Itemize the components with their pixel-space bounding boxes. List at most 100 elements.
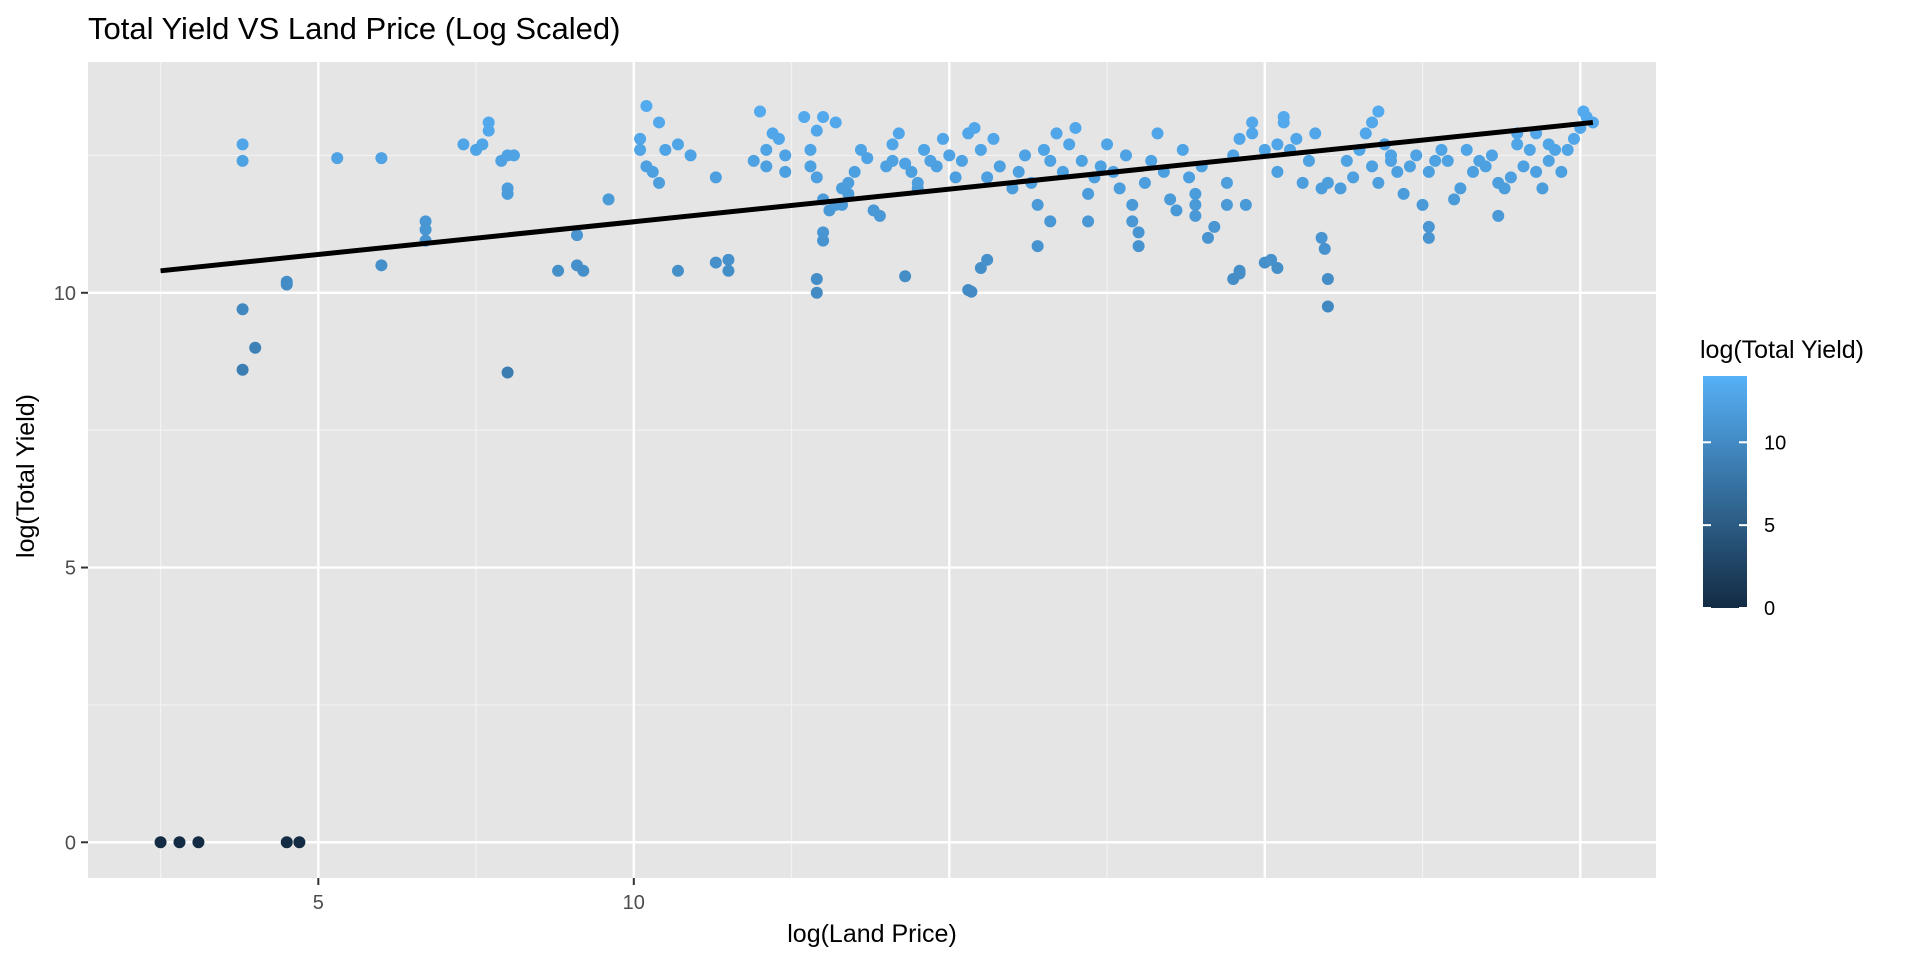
data-point [280,836,293,849]
data-point [1044,215,1057,228]
data-point [501,366,514,379]
data-point [1119,149,1132,162]
data-point [375,259,388,272]
minor-gridlines [88,62,1656,878]
data-point [1145,154,1158,167]
data-point [886,154,899,167]
data-point [772,132,785,145]
data-point [684,149,697,162]
data-point [804,160,817,173]
data-point [1176,143,1189,156]
data-point [936,132,949,145]
data-point [457,138,470,151]
legend-tick-label: 0 [1764,598,1775,620]
y-tick-label: 5 [65,558,76,580]
data-point [1258,143,1271,156]
data-point [747,154,760,167]
data-point [293,836,306,849]
data-point [1454,182,1467,195]
data-point [722,253,735,266]
x-tick-label: 10 [623,892,645,914]
data-point [861,152,874,165]
data-point [1189,198,1202,211]
data-point [1031,240,1044,253]
data-point [1359,127,1372,140]
y-tick-label: 0 [65,832,76,854]
y-axis: 0 5 10 [54,283,88,854]
data-point [1460,143,1473,156]
data-point [1113,182,1126,195]
data-point [974,143,987,156]
data-point [280,278,293,291]
data-point [829,116,842,129]
legend-ticks: 0 5 10 [1703,432,1786,620]
data-point [1290,132,1303,145]
data-point [993,160,1006,173]
data-point [571,229,584,242]
data-point [577,264,590,277]
data-point [1391,165,1404,178]
data-point [1101,138,1114,151]
data-point [1132,226,1145,239]
data-point [1202,231,1214,244]
data-point [1366,116,1379,129]
data-point [1069,121,1082,134]
data-point [1050,127,1063,140]
data-point [981,253,994,266]
data-point [1530,165,1543,178]
data-point [1536,182,1549,195]
data-point [911,176,924,189]
data-point [754,105,766,118]
data-point [1347,171,1360,184]
data-point [1082,215,1095,228]
data-point [1485,149,1498,162]
data-point [1511,138,1524,151]
data-point [1479,160,1492,173]
data-point [1422,165,1435,178]
data-point [974,262,987,275]
data-point [905,165,918,178]
data-point [1321,176,1334,189]
data-point [1277,110,1290,123]
data-point [1246,116,1259,129]
data-point [1094,160,1107,173]
data-point [810,124,823,137]
data-point [375,152,388,165]
data-point [331,152,344,165]
data-point [1220,198,1233,211]
data-point [1315,231,1328,244]
data-point [1321,300,1334,313]
data-point [817,234,830,247]
data-point [1340,154,1353,167]
data-point [1549,143,1562,156]
data-point [634,132,647,145]
y-axis-title: log(Total Yield) [12,394,40,558]
data-point [602,193,615,206]
data-point [1075,154,1088,167]
data-point [1435,143,1448,156]
data-point [1504,171,1517,184]
data-point [1031,198,1044,211]
data-point [1309,127,1322,140]
data-point [646,165,659,178]
data-point [1271,262,1284,275]
data-point [419,223,432,236]
data-point [1044,154,1057,167]
data-point [1220,176,1233,189]
data-point [1523,143,1536,156]
data-point [848,165,861,178]
data-point [1246,127,1259,140]
data-point [930,160,943,173]
data-point [154,836,167,849]
data-point [873,209,886,222]
x-tick-label: 5 [313,892,324,914]
legend-colorbar [1703,376,1747,608]
data-point [482,116,495,129]
legend-tick-label: 5 [1764,515,1775,537]
color-legend: log(Total Yield) 0 5 10 [1700,336,1864,620]
data-point [1498,182,1511,195]
data-point [968,121,981,134]
data-point [1441,154,1454,167]
data-point [1233,267,1246,280]
data-point [1233,132,1246,145]
